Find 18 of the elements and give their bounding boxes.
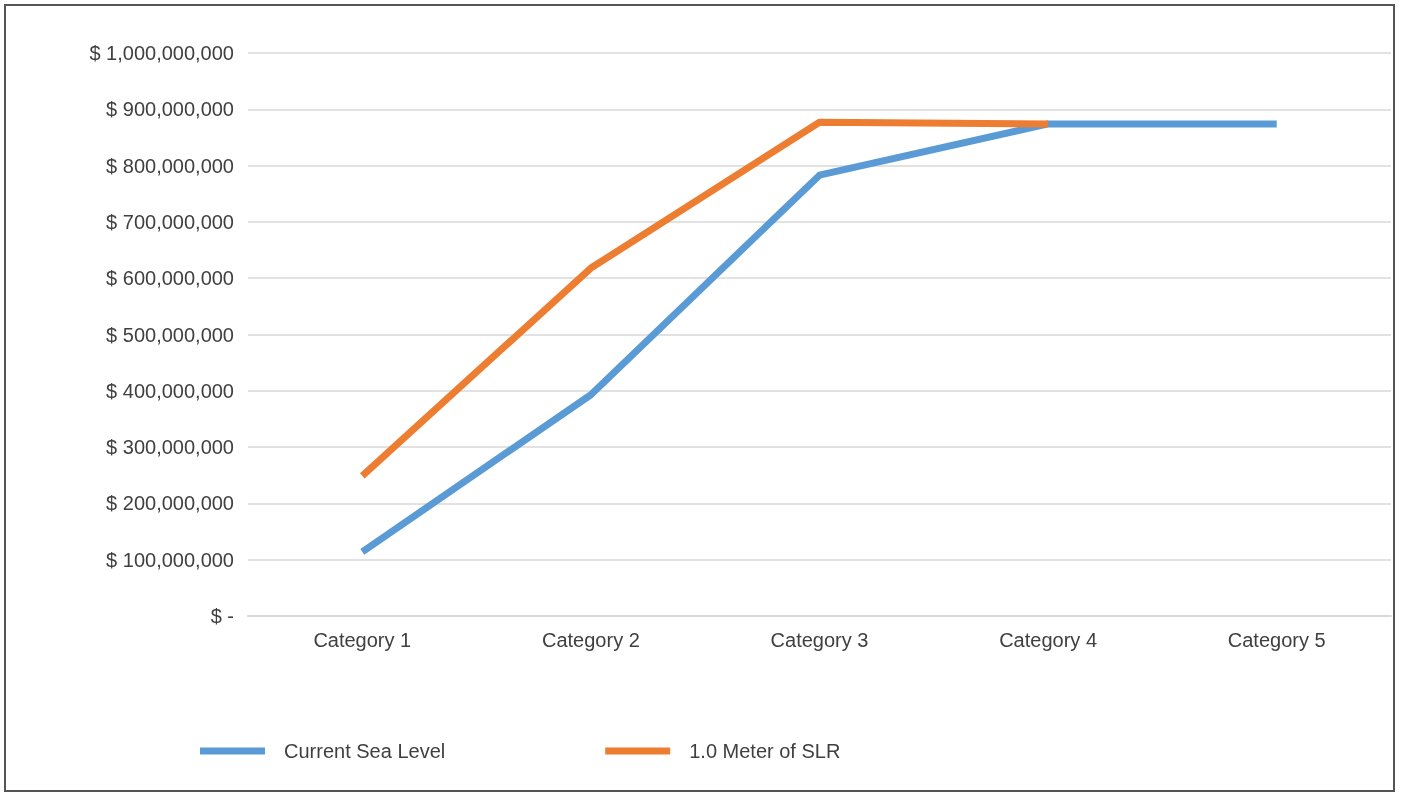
- y-tick-label: $ 500,000,000: [106, 323, 234, 346]
- y-tick-label: $ 200,000,000: [106, 492, 234, 515]
- y-tick-label: $ 100,000,000: [106, 548, 234, 571]
- x-tick-label: Category 5: [1227, 629, 1326, 651]
- y-tick-label: $ 900,000,000: [106, 98, 234, 121]
- x-tick-label: Category 2: [541, 629, 640, 651]
- y-tick-label: $ 800,000,000: [106, 154, 234, 177]
- x-tick-label: Category 3: [770, 629, 869, 651]
- y-tick-label: $ -: [210, 605, 234, 627]
- y-tick-label: $ 400,000,000: [106, 379, 234, 402]
- y-tick-label: $ 600,000,000: [106, 267, 234, 290]
- y-tick-label: $ 700,000,000: [106, 210, 234, 233]
- x-tick-label: Category 4: [999, 629, 1098, 651]
- y-tick-label: $ 1,000,000,000: [89, 42, 234, 64]
- legend-label: 1.0 Meter of SLR: [689, 740, 841, 762]
- legend-label: Current Sea Level: [284, 740, 446, 762]
- y-tick-label: $ 300,000,000: [106, 436, 234, 459]
- x-tick-label: Category 1: [313, 629, 412, 651]
